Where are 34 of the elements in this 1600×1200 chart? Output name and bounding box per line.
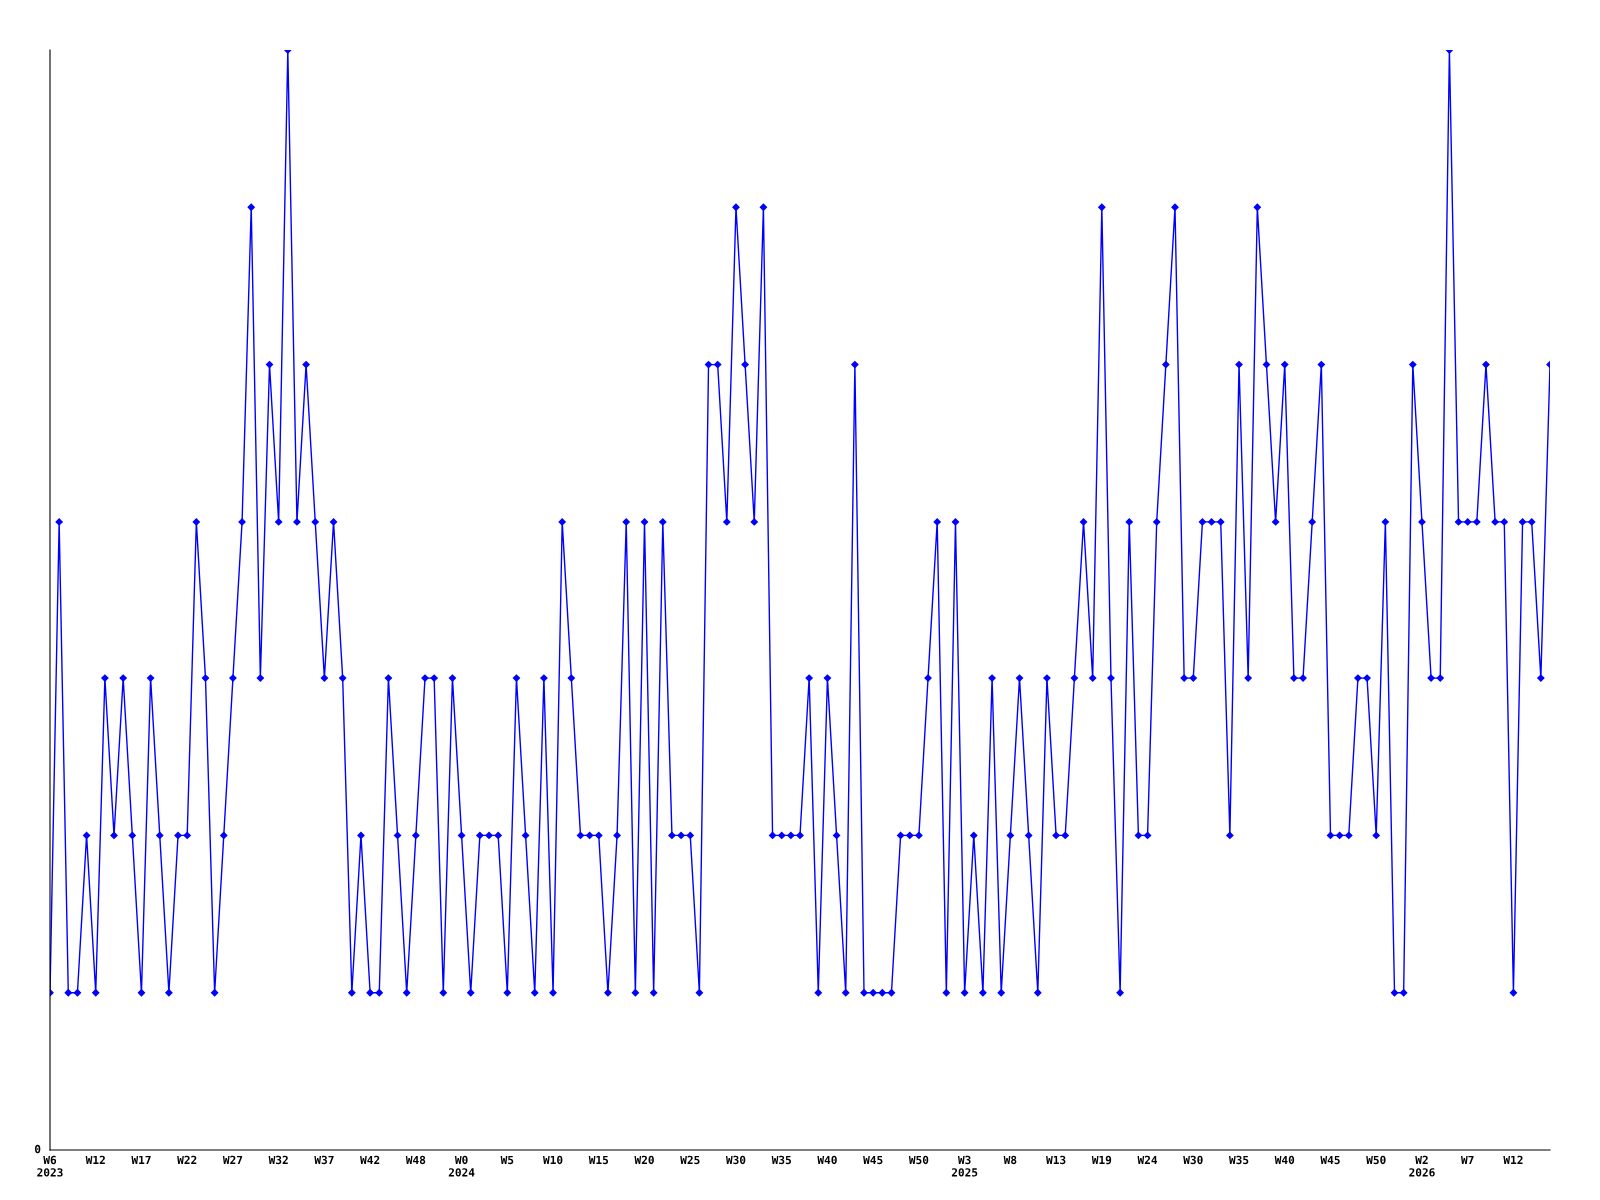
x-tick-label: W50 — [1366, 1155, 1386, 1165]
x-tick-label: W40 — [817, 1155, 837, 1165]
x-tick-label: W40 — [1274, 1155, 1295, 1165]
x-tick-label: W48 — [405, 1155, 426, 1165]
x-tick-label: W12 — [85, 1155, 105, 1164]
x-tick-label: W45 — [1320, 1155, 1340, 1165]
x-tick-label: W6 2023 — [37, 1155, 63, 1177]
x-tick-label: W17 — [131, 1155, 151, 1164]
x-tick-label: W30 — [725, 1155, 746, 1165]
x-tick-label: W20 — [634, 1155, 654, 1165]
x-tick-label: W0 2024 — [448, 1155, 475, 1177]
x-tick-label: W50 — [908, 1155, 929, 1165]
text: 0 — [34, 1144, 41, 1154]
x-tick-label: W32 — [268, 1155, 288, 1165]
x-tick-label: W25 — [680, 1155, 700, 1165]
x-tick-label: W30 — [1183, 1155, 1203, 1165]
x-tick-label: W5 — [500, 1155, 514, 1165]
x-tick-label: W7 — [1460, 1155, 1474, 1164]
x-tick-label: W15 — [588, 1155, 609, 1165]
x-tick-label: W42 — [360, 1155, 380, 1164]
x-tick-label: W2 2026 — [1409, 1155, 1435, 1177]
x-tick-label: W37 — [314, 1155, 334, 1165]
x-tick-label: W10 — [543, 1155, 563, 1165]
x-tick-label: W27 — [222, 1155, 243, 1164]
x-tick-label: W35 — [1228, 1155, 1249, 1165]
x-tick-label: W22 — [177, 1155, 197, 1164]
x-tick-label: W45 — [863, 1155, 883, 1165]
x-tick-label: W19 — [1091, 1155, 1112, 1165]
x-tick-label: W24 — [1137, 1155, 1158, 1164]
x-tick-label: W3 2025 — [951, 1155, 978, 1177]
x-tick-label: W13 — [1046, 1155, 1066, 1165]
x-tick-label: W8 — [1003, 1155, 1017, 1165]
x-tick-label: W12 — [1503, 1155, 1523, 1164]
x-tick-label: W35 — [771, 1155, 791, 1165]
